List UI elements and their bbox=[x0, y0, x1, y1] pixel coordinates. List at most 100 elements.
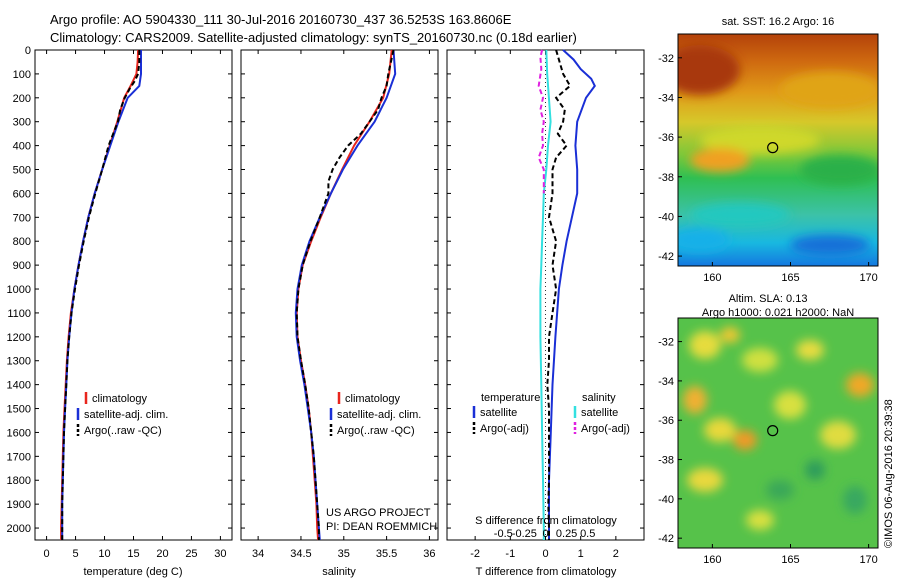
legend-label-climatology: climatology bbox=[345, 393, 401, 405]
s-difference-axis-label: S difference from climatology bbox=[475, 515, 617, 527]
map-lat-label: -38 bbox=[658, 172, 674, 184]
header-line-2: Climatology: CARS2009. Satellite-adjuste… bbox=[50, 30, 577, 45]
legend-label-t-argo: Argo(-adj) bbox=[480, 423, 529, 435]
depth-tick-label: 1700 bbox=[7, 451, 31, 463]
s-satellite-diff-line bbox=[539, 49, 552, 540]
x-tick-label: 20 bbox=[156, 548, 168, 560]
sla-map-title-line-2: Argo h1000: 0.021 h2000: NaN bbox=[702, 307, 854, 319]
x-tick-label: 35 bbox=[338, 548, 350, 560]
x-top-tick-label: -0.25 bbox=[512, 528, 537, 540]
sla-map-frame bbox=[677, 317, 879, 549]
temperature-plot-frame bbox=[34, 49, 233, 541]
x-tick-label: 5 bbox=[72, 548, 78, 560]
x-tick-label: 34.5 bbox=[290, 548, 311, 560]
depth-tick-label: 300 bbox=[13, 117, 31, 129]
map-lat-label: -36 bbox=[658, 415, 674, 427]
map-lat-label: -38 bbox=[658, 455, 674, 467]
x-tick-label: 2 bbox=[613, 548, 619, 560]
map-lon-label: 170 bbox=[859, 554, 877, 566]
depth-tick-label: 1100 bbox=[7, 308, 31, 320]
x-tick-label: 36 bbox=[423, 548, 435, 560]
depth-tick-label: 400 bbox=[13, 141, 31, 153]
pi-annotation: PI: DEAN ROEMMICH bbox=[326, 521, 437, 533]
map-lat-label: -32 bbox=[658, 53, 674, 65]
project-annotation: US ARGO PROJECT bbox=[326, 507, 431, 519]
argo-line bbox=[61, 50, 141, 540]
legend-title-temperature: temperature bbox=[481, 392, 540, 404]
legend-label-argo: Argo(..raw -QC) bbox=[84, 425, 162, 437]
legend-label-t-satellite: satellite bbox=[480, 407, 517, 419]
sst-map-title: sat. SST: 16.2 Argo: 16 bbox=[722, 16, 835, 28]
depth-tick-label: 1400 bbox=[7, 380, 31, 392]
x-tick-label: -1 bbox=[505, 548, 515, 560]
x-tick-label: 34 bbox=[252, 548, 264, 560]
map-lat-label: -40 bbox=[658, 211, 674, 223]
depth-tick-label: 2000 bbox=[7, 523, 31, 535]
x-top-tick-label: 0.25 bbox=[556, 528, 577, 540]
x-tick-label: 1 bbox=[578, 548, 584, 560]
x-tick-label: 10 bbox=[98, 548, 110, 560]
map-lon-label: 165 bbox=[781, 272, 799, 284]
sla-map bbox=[678, 318, 878, 548]
x-top-tick-label: -0.5 bbox=[494, 528, 513, 540]
map-lat-label: -32 bbox=[658, 337, 674, 349]
legend-label-argo: Argo(..raw -QC) bbox=[337, 425, 415, 437]
depth-tick-label: 1900 bbox=[7, 499, 31, 511]
map-lat-label: -34 bbox=[658, 92, 674, 104]
temperature-legend: climatology satellite-adj. clim. Argo(..… bbox=[76, 392, 168, 437]
depth-tick-label: 1800 bbox=[7, 475, 31, 487]
salinity-plot-frame bbox=[240, 49, 439, 541]
legend-title-salinity: salinity bbox=[582, 392, 616, 404]
depth-tick-label: 500 bbox=[13, 165, 31, 177]
sst-map bbox=[678, 34, 878, 266]
header-line-1: Argo profile: AO 5904330_111 30-Jul-2016… bbox=[50, 12, 512, 27]
map-axis-labels: -32 -34 -36 -38 -40 -42 160 165 170 -32 -34 -36 -38 -… bbox=[658, 53, 878, 566]
map-lon-label: 160 bbox=[703, 272, 721, 284]
depth-tick-label: 800 bbox=[13, 236, 31, 248]
x-tick-label: 30 bbox=[214, 548, 226, 560]
legend-label-satellite: satellite-adj. clim. bbox=[84, 409, 168, 421]
depth-tick-label: 1500 bbox=[7, 404, 31, 416]
temperature-axis-label: temperature (deg C) bbox=[83, 566, 182, 578]
depth-tick-label: 1600 bbox=[7, 427, 31, 439]
depth-tick-label: 1200 bbox=[7, 332, 31, 344]
depth-tick-label: 1300 bbox=[7, 356, 31, 368]
s-argo-diff-line bbox=[537, 49, 545, 194]
depth-tick-label: 100 bbox=[13, 69, 31, 81]
map-lat-label: -42 bbox=[658, 251, 674, 263]
x-tick-label: 35.5 bbox=[376, 548, 397, 560]
profile-lines bbox=[60, 49, 596, 541]
t-satellite-diff-line bbox=[548, 49, 596, 540]
depth-tick-label: 200 bbox=[13, 93, 31, 105]
x-tick-label: 25 bbox=[185, 548, 197, 560]
legend-label-s-satellite: satellite bbox=[581, 407, 618, 419]
map-lat-label: -36 bbox=[658, 132, 674, 144]
x-tick-label: 0 bbox=[44, 548, 50, 560]
x-top-tick-label: 0.5 bbox=[580, 528, 595, 540]
depth-tick-label: 1000 bbox=[7, 284, 31, 296]
salinity-axis-label: salinity bbox=[322, 566, 356, 578]
imos-credit: ©IMOS 06-Aug-2016 20:39:38 bbox=[883, 399, 895, 548]
depth-axis-labels: 0 100 200 300 400 500 600 700 800 900 1000 1100 1200… bbox=[7, 45, 31, 535]
x-tick-label: 15 bbox=[127, 548, 139, 560]
map-lat-label: -42 bbox=[658, 533, 674, 545]
x-tick-labels: 0 5 10 15 20 25 30 34 34.5 35 35.5 36 -2 -1 0 1 2 -0.5 -0.… bbox=[44, 528, 619, 560]
argo-location-marker bbox=[767, 425, 779, 437]
x-tick-label: 0 bbox=[542, 548, 548, 560]
depth-tick-label: 600 bbox=[13, 188, 31, 200]
legend-label-satellite: satellite-adj. clim. bbox=[337, 409, 421, 421]
depth-tick-label: 900 bbox=[13, 260, 31, 272]
map-lon-label: 170 bbox=[859, 272, 877, 284]
t-difference-axis-label: T difference from climatology bbox=[476, 566, 617, 578]
map-lon-label: 165 bbox=[781, 554, 799, 566]
salinity-legend: climatology satellite-adj. clim. Argo(..… bbox=[326, 392, 437, 533]
satellite-line bbox=[61, 50, 142, 540]
argo-line bbox=[295, 49, 395, 540]
map-lon-label: 160 bbox=[703, 554, 721, 566]
sst-map-frame bbox=[677, 33, 879, 267]
depth-tick-label: 0 bbox=[25, 45, 31, 57]
legend-label-climatology: climatology bbox=[92, 393, 148, 405]
legend-label-s-argo: Argo(-adj) bbox=[581, 423, 630, 435]
map-lat-label: -40 bbox=[658, 494, 674, 506]
